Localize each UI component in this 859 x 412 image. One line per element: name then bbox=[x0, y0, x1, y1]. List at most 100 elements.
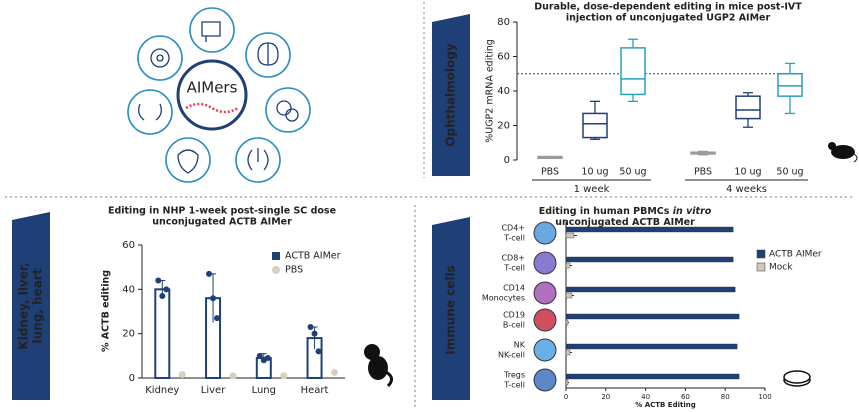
bar bbox=[565, 343, 738, 350]
bar bbox=[565, 232, 575, 239]
x-tick-label: Kidney bbox=[145, 385, 179, 396]
x-tick-label: Lung bbox=[252, 385, 276, 396]
x-tick-label: Liver bbox=[201, 385, 226, 396]
strand-icon bbox=[185, 102, 239, 114]
point bbox=[210, 295, 217, 302]
y-tick-label: NK-cell bbox=[498, 351, 525, 360]
point bbox=[315, 348, 322, 355]
y-tick-label: Tregs bbox=[503, 371, 525, 380]
x-tick-label: 50 ug bbox=[776, 167, 803, 178]
point bbox=[280, 372, 288, 380]
cell-icon bbox=[533, 338, 557, 362]
x-tick-label: 20 bbox=[601, 393, 610, 401]
bar bbox=[565, 292, 573, 299]
y-tick-label: 0 bbox=[129, 373, 135, 384]
mouse-icon bbox=[828, 142, 858, 163]
dish-icon bbox=[783, 370, 811, 387]
chart-title: unconjugated ACTB AIMer bbox=[152, 217, 292, 228]
chart-title: Editing in NHP 1-week post-single SC dos… bbox=[108, 206, 336, 217]
bar bbox=[154, 288, 171, 380]
side-label: Immune cells bbox=[444, 265, 458, 355]
side-label: lung, heart bbox=[31, 268, 45, 343]
x-axis-label: % ACTB Editing bbox=[635, 401, 695, 409]
point bbox=[178, 371, 186, 379]
legend-swatch bbox=[272, 252, 280, 260]
y-tick-label: 0 bbox=[504, 155, 510, 166]
legend-swatch bbox=[272, 266, 280, 274]
y-tick-label: CD8+ bbox=[501, 254, 525, 263]
y-tick-label: CD19 bbox=[503, 311, 525, 320]
point bbox=[214, 315, 221, 322]
x-tick-label: Heart bbox=[301, 385, 329, 396]
y-tick-label: 40 bbox=[122, 284, 135, 295]
bar bbox=[565, 313, 740, 320]
y-tick-label: T-cell bbox=[503, 381, 525, 390]
y-tick-label: T-cell bbox=[503, 234, 525, 243]
legend-swatch bbox=[756, 249, 766, 259]
y-tick-label: T-cell bbox=[503, 264, 525, 273]
x-tick-label: PBS bbox=[694, 167, 712, 178]
box bbox=[620, 47, 646, 96]
legend-label: ACTB AIMer bbox=[769, 250, 822, 260]
banner bbox=[12, 212, 50, 400]
y-axis-label: % ACTB editing bbox=[101, 270, 112, 352]
y-axis-label: %UGP2 mRNA editing bbox=[485, 39, 496, 143]
group-label: 4 weeks bbox=[726, 184, 767, 195]
legend-label: ACTB AIMer bbox=[285, 251, 341, 262]
box bbox=[777, 73, 803, 97]
chart-title: injection of unconjugated UGP2 AIMer bbox=[566, 13, 771, 24]
chart-title: Durable, dose-dependent editing in mice … bbox=[534, 2, 802, 13]
point bbox=[159, 292, 166, 299]
y-tick-label: 20 bbox=[122, 329, 135, 340]
chart-title: Editing in human PBMCs in vitro bbox=[539, 206, 712, 217]
cell-icon bbox=[533, 221, 557, 245]
point bbox=[155, 277, 162, 284]
x-tick-label: 40 bbox=[641, 393, 650, 401]
cell-icon bbox=[533, 281, 557, 305]
bar bbox=[565, 379, 569, 386]
cell-icon bbox=[533, 308, 557, 332]
bar bbox=[565, 286, 736, 293]
banner bbox=[432, 217, 470, 400]
bar bbox=[565, 256, 734, 263]
legend-label: Mock bbox=[769, 263, 793, 273]
y-tick-label: 60 bbox=[122, 240, 135, 251]
monkey-icon bbox=[364, 344, 393, 388]
cell-icon bbox=[533, 368, 557, 392]
bar bbox=[565, 319, 569, 326]
title-part: in vitro bbox=[673, 206, 712, 217]
x-tick-label: 0 bbox=[564, 393, 568, 401]
x-tick-label: 80 bbox=[721, 393, 730, 401]
x-tick-label: 50 ug bbox=[619, 167, 646, 178]
box bbox=[582, 112, 608, 139]
point bbox=[206, 270, 213, 277]
bar bbox=[565, 262, 571, 269]
y-tick-label: B-cell bbox=[503, 321, 525, 330]
title-part: Editing in human PBMCs bbox=[539, 206, 673, 217]
chart-title: unconjugated ACTB AIMer bbox=[555, 217, 695, 228]
y-tick-label: NK bbox=[514, 341, 526, 350]
legend-label: PBS bbox=[285, 265, 303, 276]
y-tick-label: 40 bbox=[497, 86, 510, 97]
y-tick-label: 60 bbox=[497, 52, 510, 63]
point bbox=[307, 324, 314, 331]
organ-icons bbox=[127, 7, 311, 183]
x-tick-label: PBS bbox=[541, 167, 559, 178]
x-tick-label: 10 ug bbox=[581, 167, 608, 178]
cell-icon bbox=[533, 251, 557, 275]
x-tick-label: 100 bbox=[758, 393, 771, 401]
point bbox=[256, 352, 263, 359]
point bbox=[331, 368, 339, 376]
y-tick-label: Monocytes bbox=[482, 294, 525, 303]
y-tick-label: 80 bbox=[497, 17, 510, 28]
x-tick-label: 10 ug bbox=[734, 167, 761, 178]
point bbox=[264, 355, 271, 362]
y-tick-label: 20 bbox=[497, 121, 510, 132]
legend-swatch bbox=[756, 262, 766, 272]
center-label: AIMers bbox=[187, 79, 238, 97]
point bbox=[163, 286, 170, 293]
side-label: Ophthalmology bbox=[444, 43, 458, 147]
banner bbox=[432, 14, 470, 176]
point bbox=[229, 372, 237, 380]
